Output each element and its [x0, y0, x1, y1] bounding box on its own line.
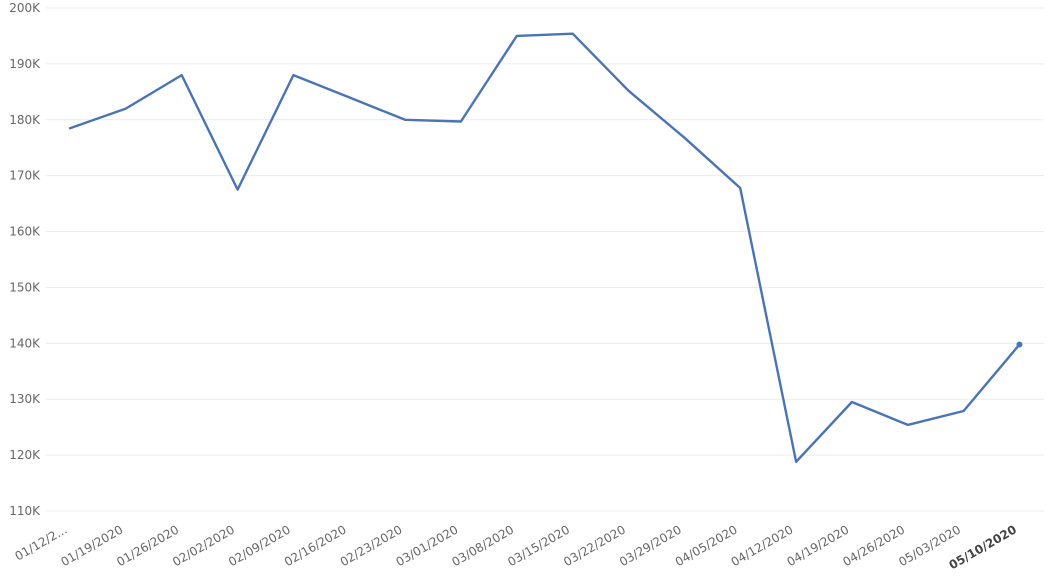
x-tick-label: 01/19/2020: [58, 522, 125, 569]
x-tick-label: 01/26/2020: [114, 522, 181, 569]
y-tick-label: 150K: [9, 280, 41, 294]
y-tick-label: 190K: [9, 57, 41, 71]
x-tick-label: 03/08/2020: [449, 522, 516, 569]
y-tick-label: 160K: [9, 225, 41, 239]
y-axis: 110K 120K 130K 140K 150K 160K 170K 180K 190K 200K: [9, 1, 41, 518]
x-tick-label: 02/16/2020: [282, 522, 349, 569]
x-tick-label: 04/26/2020: [840, 522, 907, 569]
x-tick-label: 02/02/2020: [170, 522, 237, 569]
x-tick-label: 04/19/2020: [784, 522, 851, 569]
x-tick-label: 04/12/2020: [729, 522, 796, 569]
y-tick-label: 140K: [9, 336, 41, 350]
x-tick-label: 02/09/2020: [226, 522, 293, 569]
series: [68, 32, 1023, 463]
x-axis: 01/12/2...01/19/202001/26/202002/02/2020…: [13, 522, 1019, 572]
y-tick-label: 130K: [9, 392, 41, 406]
x-tick-label: 04/05/2020: [673, 522, 740, 569]
last-point-marker[interactable]: [1016, 341, 1023, 348]
y-tick-label: 200K: [9, 1, 41, 15]
x-tick-label: 03/01/2020: [394, 522, 461, 569]
x-tick-label: 02/23/2020: [338, 522, 405, 569]
x-tick-label: 03/15/2020: [505, 522, 572, 569]
gridlines: [46, 7, 1044, 512]
y-tick-label: 120K: [9, 448, 41, 462]
y-tick-label: 110K: [9, 504, 41, 518]
x-tick-label: 03/22/2020: [561, 522, 628, 569]
y-tick-label: 180K: [9, 113, 41, 127]
series-line: [68, 32, 1021, 463]
y-tick-label: 170K: [9, 169, 41, 183]
x-tick-label: 03/29/2020: [617, 522, 684, 569]
